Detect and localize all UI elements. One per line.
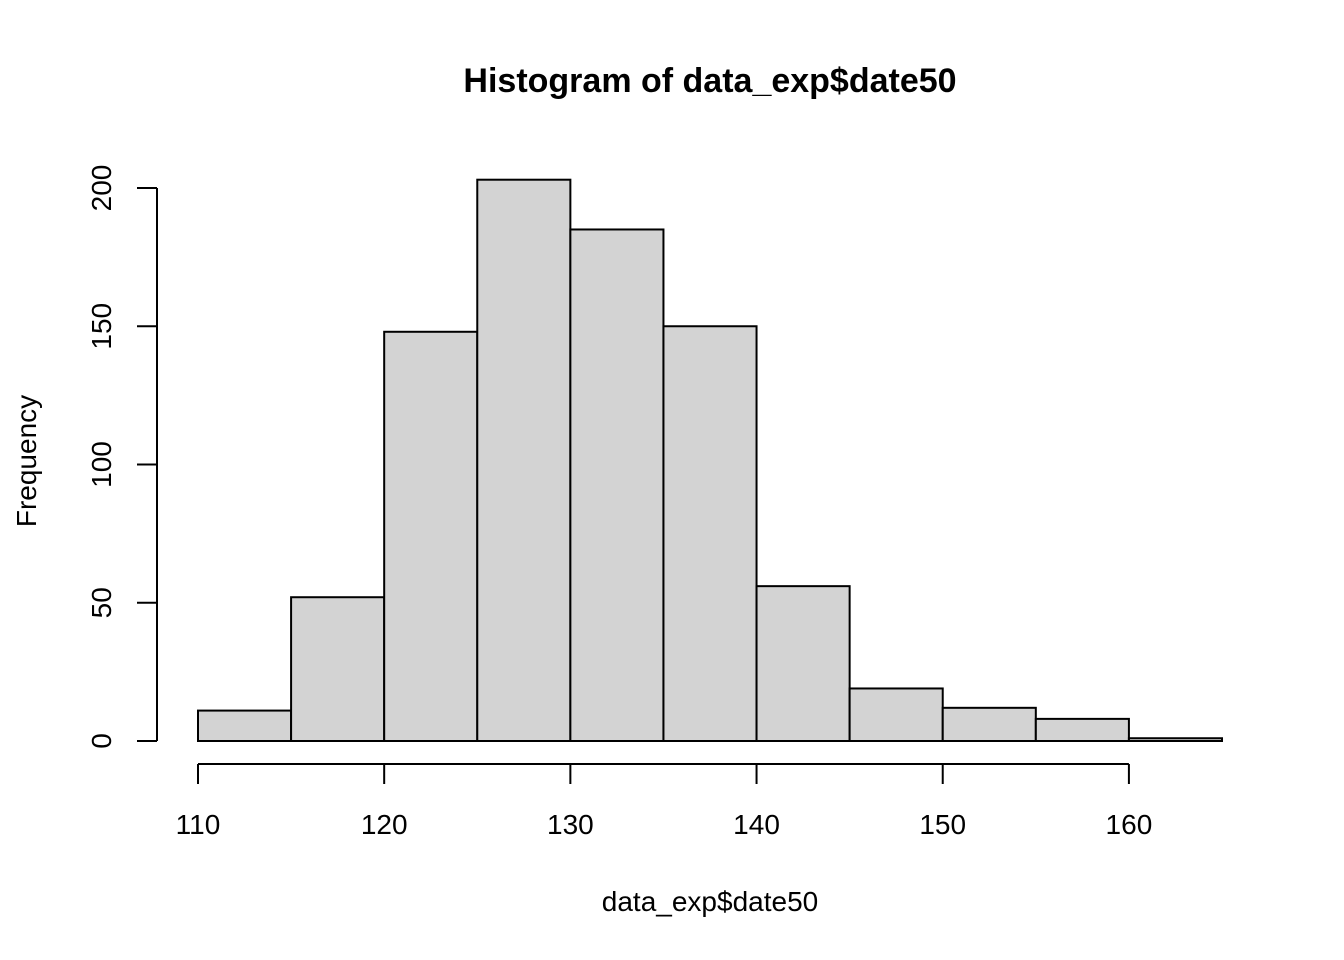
y-axis: 0 50 100 150 200 <box>86 165 158 749</box>
y-tick-label: 150 <box>86 303 117 350</box>
x-tick-label: 130 <box>547 809 594 840</box>
x-tick-label: 120 <box>361 809 408 840</box>
histogram-bar <box>569 228 665 742</box>
histogram-bar <box>941 706 1037 743</box>
histogram-bar <box>383 330 479 742</box>
histogram-bar <box>848 687 944 743</box>
histogram-bar <box>662 325 758 742</box>
histogram-bar <box>1127 737 1223 742</box>
x-axis: 110 120 130 140 150 160 <box>176 763 1153 840</box>
x-tick-label: 140 <box>733 809 780 840</box>
bars-group <box>197 178 1223 743</box>
y-tick-label: 100 <box>86 441 117 488</box>
x-axis-label: data_exp$date50 <box>602 886 818 917</box>
y-tick-label: 200 <box>86 165 117 212</box>
histogram-bar <box>755 585 851 742</box>
y-tick-label: 50 <box>86 587 117 618</box>
histogram-bar <box>290 596 386 742</box>
x-tick-label: 110 <box>176 809 221 840</box>
chart-title: Histogram of data_exp$date50 <box>463 62 956 100</box>
y-tick-label: 0 <box>86 733 117 749</box>
x-tick-label: 160 <box>1106 809 1153 840</box>
x-tick-label: 150 <box>919 809 966 840</box>
y-axis-label: Frequency <box>11 395 42 527</box>
histogram-bar <box>1034 717 1130 743</box>
histogram-bar <box>197 709 293 743</box>
histogram-bar <box>476 178 572 742</box>
